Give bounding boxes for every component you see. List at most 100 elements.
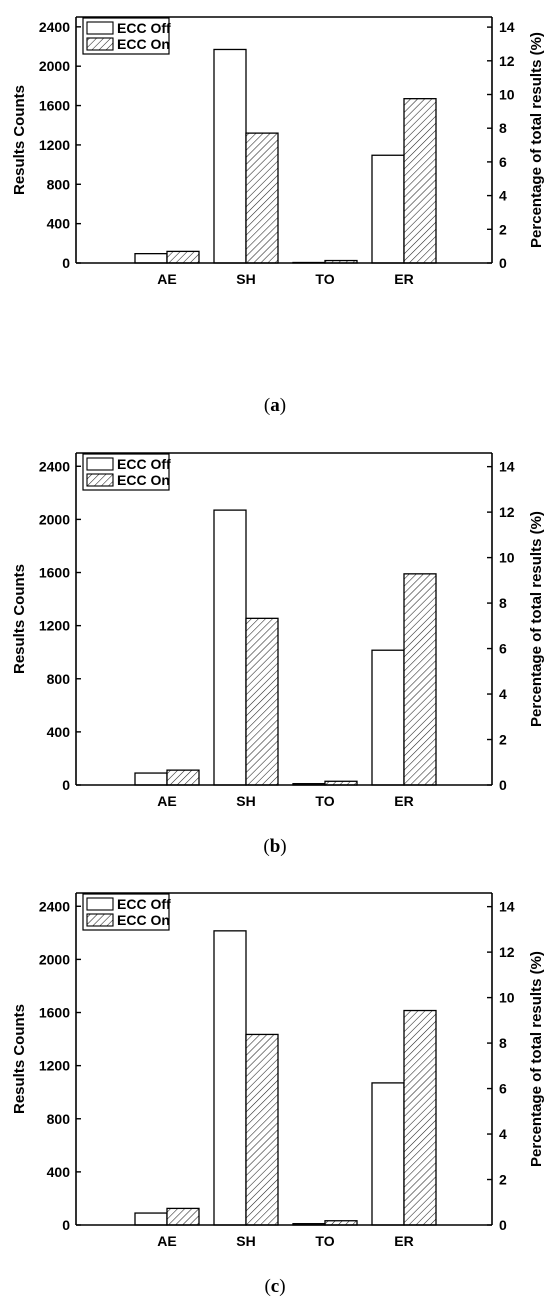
right-y-tick-label: 10	[499, 990, 515, 1006]
bar-ecc-on-ae	[166, 250, 200, 264]
panel-label: (b)	[263, 836, 286, 857]
legend-swatch-ecc-off	[86, 457, 114, 471]
y-axis-title: Results Counts	[11, 85, 28, 195]
y-axis-title: Results Counts	[11, 564, 28, 674]
x-tick-label-to: TO	[315, 1233, 334, 1249]
bar-ecc-on-sh	[245, 1033, 279, 1226]
x-tick-label-er: ER	[394, 793, 413, 809]
right-y-tick-label: 14	[499, 459, 515, 475]
panel-label-close-paren: )	[280, 836, 286, 857]
panel-label-letter: c	[271, 1276, 279, 1297]
left-y-tick-label: 400	[47, 216, 71, 232]
x-tick-label-to: TO	[315, 271, 334, 287]
legend-label-ecc-off: ECC Off	[117, 896, 171, 912]
right-y-tick-label: 12	[499, 944, 515, 960]
left-y-tick-label: 1200	[39, 618, 70, 634]
bar-ecc-on-er	[403, 1009, 437, 1226]
panel-label-letter: b	[270, 836, 281, 857]
right-y-tick-label: 0	[499, 777, 507, 793]
x-tick-label-er: ER	[394, 271, 413, 287]
bar-ecc-off-ae	[134, 253, 168, 264]
legend-swatch-ecc-off	[86, 21, 114, 35]
right-y-tick-label: 0	[499, 255, 507, 271]
left-y-tick-label: 1600	[39, 1005, 70, 1021]
panel-label-close-paren: )	[280, 395, 286, 416]
left-y-tick-label: 0	[62, 777, 70, 793]
bar-ecc-off-er	[371, 154, 405, 264]
bar-ecc-off-ae	[134, 1212, 168, 1226]
right-y-tick-label: 14	[499, 899, 515, 915]
right-y-tick-label: 0	[499, 1217, 507, 1233]
legend-label-ecc-off: ECC Off	[117, 456, 171, 472]
x-tick-label-er: ER	[394, 1233, 413, 1249]
legend-label-ecc-off: ECC Off	[117, 20, 171, 36]
right-y-tick-label: 8	[499, 120, 507, 136]
legend-swatch-ecc-on	[86, 37, 114, 51]
right-y-tick-label: 6	[499, 154, 507, 170]
x-tick-label-sh: SH	[236, 271, 255, 287]
left-y-tick-label: 800	[47, 176, 71, 192]
left-y-tick-label: 400	[47, 1164, 71, 1180]
panel-label: (a)	[264, 395, 286, 416]
right-y-tick-label: 6	[499, 641, 507, 657]
y2-axis-title: Percentage of total results (%)	[528, 951, 545, 1167]
left-y-tick-label: 1600	[39, 98, 70, 114]
right-y-tick-label: 2	[499, 221, 507, 237]
y2-axis-title: Percentage of total results (%)	[528, 32, 545, 248]
right-y-tick-label: 8	[499, 1035, 507, 1051]
right-y-tick-label: 2	[499, 1172, 507, 1188]
right-y-tick-label: 12	[499, 504, 515, 520]
legend-label-ecc-on: ECC On	[117, 36, 170, 52]
left-y-tick-label: 2000	[39, 951, 70, 967]
left-y-tick-label: 800	[47, 1111, 71, 1127]
right-y-tick-label: 4	[499, 1126, 507, 1142]
bar-ecc-on-er	[403, 573, 437, 786]
x-tick-label-ae: AE	[157, 1233, 176, 1249]
left-y-tick-label: 2400	[39, 458, 70, 474]
left-y-tick-label: 2400	[39, 898, 70, 914]
left-y-tick-label: 400	[47, 724, 71, 740]
bar-ecc-off-ae	[134, 772, 168, 786]
panel-label-open-paren: (	[264, 1276, 270, 1297]
bar-ecc-off-sh	[213, 930, 247, 1226]
left-y-tick-label: 1600	[39, 565, 70, 581]
panel-label-close-paren: )	[279, 1276, 285, 1297]
right-y-tick-label: 10	[499, 87, 515, 103]
chart-panel-b: 0 400 800 1200 1600 2000 2400 0 2 4 6 8 10 12 14 AE SH TO…	[11, 452, 545, 857]
x-tick-label-ae: AE	[157, 271, 176, 287]
right-y-tick-label: 2	[499, 732, 507, 748]
panel-label-letter: a	[270, 395, 280, 416]
legend-swatch-ecc-on	[86, 473, 114, 487]
legend-swatch-ecc-on	[86, 913, 114, 927]
x-tick-label-ae: AE	[157, 793, 176, 809]
left-y-tick-label: 1200	[39, 1058, 70, 1074]
x-tick-label-to: TO	[315, 793, 334, 809]
right-y-tick-label: 6	[499, 1081, 507, 1097]
bar-ecc-off-sh	[213, 48, 247, 264]
legend-label-ecc-on: ECC On	[117, 472, 170, 488]
left-y-tick-label: 0	[62, 1217, 70, 1233]
y2-axis-title: Percentage of total results (%)	[528, 511, 545, 727]
chart-panel-c: 0 400 800 1200 1600 2000 2400 0 2 4 6 8 10 12 14 AE SH TO…	[11, 892, 545, 1297]
right-y-tick-label: 4	[499, 188, 507, 204]
y-axis-title: Results Counts	[11, 1004, 28, 1114]
right-y-tick-label: 8	[499, 595, 507, 611]
bar-ecc-on-er	[403, 98, 437, 264]
chart-panel-a: 0 400 800 1200 1600 2000 2400 0 2 4 6 8 10 12 14 AE SH TO…	[11, 16, 545, 416]
bar-ecc-on-sh	[245, 132, 279, 264]
left-y-tick-label: 800	[47, 671, 71, 687]
bar-ecc-on-ae	[166, 1207, 200, 1226]
right-y-tick-label: 4	[499, 686, 507, 702]
bar-ecc-on-ae	[166, 769, 200, 786]
x-tick-label-sh: SH	[236, 793, 255, 809]
panel-label: (c)	[264, 1276, 285, 1297]
legend-label-ecc-on: ECC On	[117, 912, 170, 928]
bar-ecc-off-er	[371, 649, 405, 786]
left-y-tick-label: 2400	[39, 19, 70, 35]
left-y-tick-label: 2000	[39, 58, 70, 74]
right-y-tick-label: 10	[499, 550, 515, 566]
